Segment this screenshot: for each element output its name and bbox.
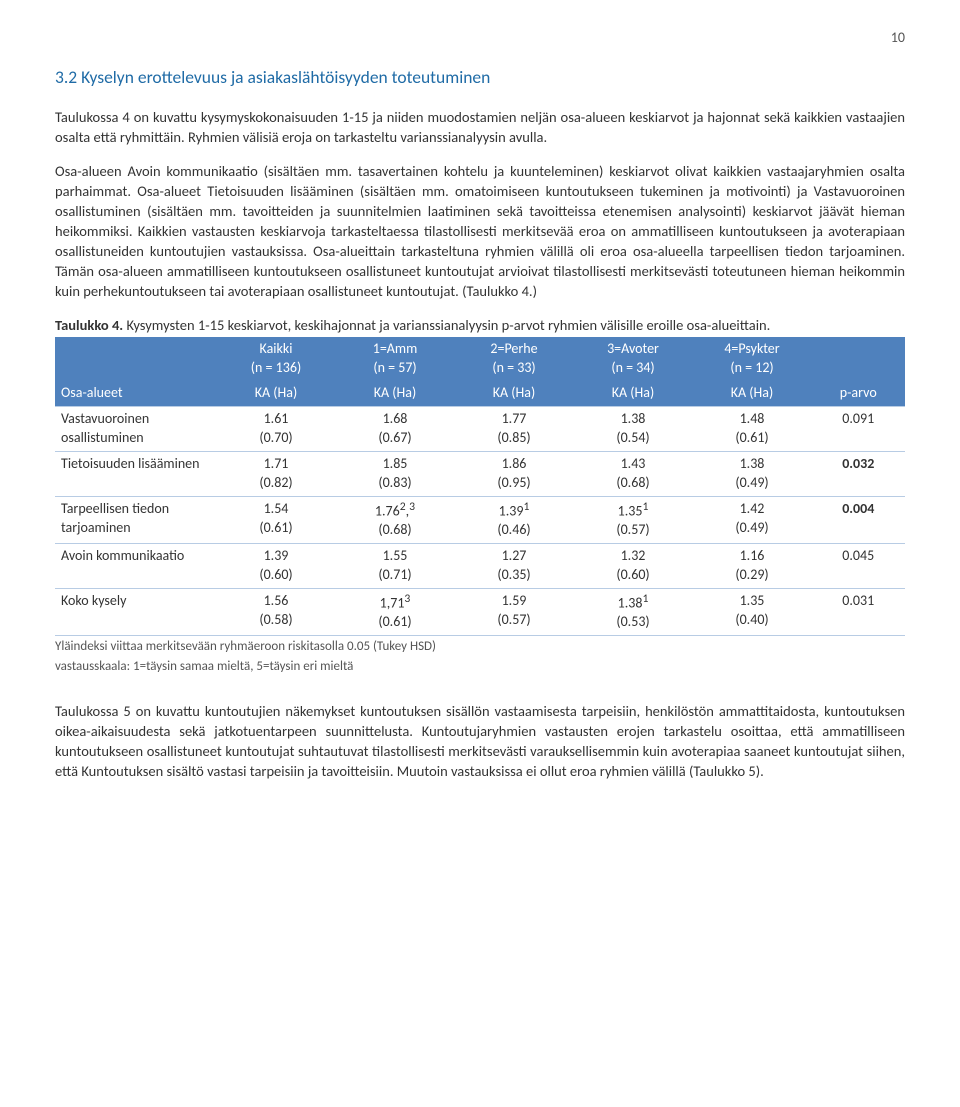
table-row: Koko kysely1.56(0.58)1,713(0.61)1.59(0.5… [55, 588, 905, 635]
table4-group-3: 3=Avoter(n = 34) [574, 337, 693, 381]
table4-h2-1: KA (Ha) [217, 381, 336, 406]
cell: 1.61(0.70) [217, 407, 336, 452]
cell: 1.56(0.58) [217, 588, 336, 635]
row-label: Tarpeellisen tiedon tarjoaminen [55, 496, 217, 543]
paragraph-2: Osa-alueen Avoin kommunikaatio (sisältäe… [55, 161, 905, 301]
paragraph-3: Taulukossa 5 on kuvattu kuntoutujien näk… [55, 701, 905, 781]
table-row: Tarpeellisen tiedon tarjoaminen1.54(0.61… [55, 496, 905, 543]
row-label: Avoin kommunikaatio [55, 544, 217, 589]
p-value: 0.004 [812, 496, 906, 543]
p-value: 0.045 [812, 544, 906, 589]
cell: 1.42(0.49) [693, 496, 812, 543]
cell: 1.38(0.49) [693, 451, 812, 496]
cell: 1.85(0.83) [336, 451, 455, 496]
cell: 1.55(0.71) [336, 544, 455, 589]
table-row: Vastavuoroinen osallistuminen1.61(0.70)1… [55, 407, 905, 452]
table-row: Avoin kommunikaatio1.39(0.60)1.55(0.71)1… [55, 544, 905, 589]
table4-h2-2: KA (Ha) [336, 381, 455, 406]
table4-h2-3: KA (Ha) [455, 381, 574, 406]
p-value: 0.091 [812, 407, 906, 452]
cell: 1.54(0.61) [217, 496, 336, 543]
table-row: Tietoisuuden lisääminen1.71(0.82)1.85(0.… [55, 451, 905, 496]
cell: 1.43(0.68) [574, 451, 693, 496]
cell: 1.39(0.60) [217, 544, 336, 589]
cell: 1.16(0.29) [693, 544, 812, 589]
table4-h2-6: p-arvo [812, 381, 906, 406]
cell: 1.77(0.85) [455, 407, 574, 452]
cell: 1.762,3(0.68) [336, 496, 455, 543]
table4-h1-blank [55, 337, 217, 381]
cell: 1.391(0.46) [455, 496, 574, 543]
cell: 1.381(0.53) [574, 588, 693, 635]
row-label: Tietoisuuden lisääminen [55, 451, 217, 496]
cell: 1.27(0.35) [455, 544, 574, 589]
cell: 1.48(0.61) [693, 407, 812, 452]
paragraph-1: Taulukossa 4 on kuvattu kysymyskokonaisu… [55, 107, 905, 147]
p-value: 0.032 [812, 451, 906, 496]
table4-group-1: 1=Amm(n = 57) [336, 337, 455, 381]
cell: 1.351(0.57) [574, 496, 693, 543]
table4: Kaikki(n = 136) 1=Amm(n = 57) 2=Perhe(n … [55, 337, 905, 636]
table4-footnote-1: Yläindeksi viittaa merkitsevään ryhmäero… [55, 638, 905, 656]
table4-group-4: 4=Psykter(n = 12) [693, 337, 812, 381]
cell: 1.59(0.57) [455, 588, 574, 635]
cell: 1.68(0.67) [336, 407, 455, 452]
table4-h2-4: KA (Ha) [574, 381, 693, 406]
p-value: 0.031 [812, 588, 906, 635]
cell: 1.38(0.54) [574, 407, 693, 452]
row-label: Koko kysely [55, 588, 217, 635]
cell: 1.86(0.95) [455, 451, 574, 496]
cell: 1,713(0.61) [336, 588, 455, 635]
page-number: 10 [55, 28, 905, 47]
table4-group-0: Kaikki(n = 136) [217, 337, 336, 381]
table4-group-2: 2=Perhe(n = 33) [455, 337, 574, 381]
table4-h2-0: Osa-alueet [55, 381, 217, 406]
row-label: Vastavuoroinen osallistuminen [55, 407, 217, 452]
table4-h1-blank2 [812, 337, 906, 381]
table4-title-bold: Taulukko 4. [55, 316, 123, 334]
cell: 1.35(0.40) [693, 588, 812, 635]
table4-title: Taulukko 4. Kysymysten 1-15 keskiarvot, … [55, 315, 905, 335]
section-heading: 3.2 Kyselyn erottelevuus ja asiakaslähtö… [55, 65, 905, 89]
table4-h2-5: KA (Ha) [693, 381, 812, 406]
cell: 1.71(0.82) [217, 451, 336, 496]
table4-title-rest: Kysymysten 1-15 keskiarvot, keskihajonna… [123, 316, 770, 334]
cell: 1.32(0.60) [574, 544, 693, 589]
table4-footnote-2: vastausskaala: 1=täysin samaa mieltä, 5=… [55, 658, 905, 676]
